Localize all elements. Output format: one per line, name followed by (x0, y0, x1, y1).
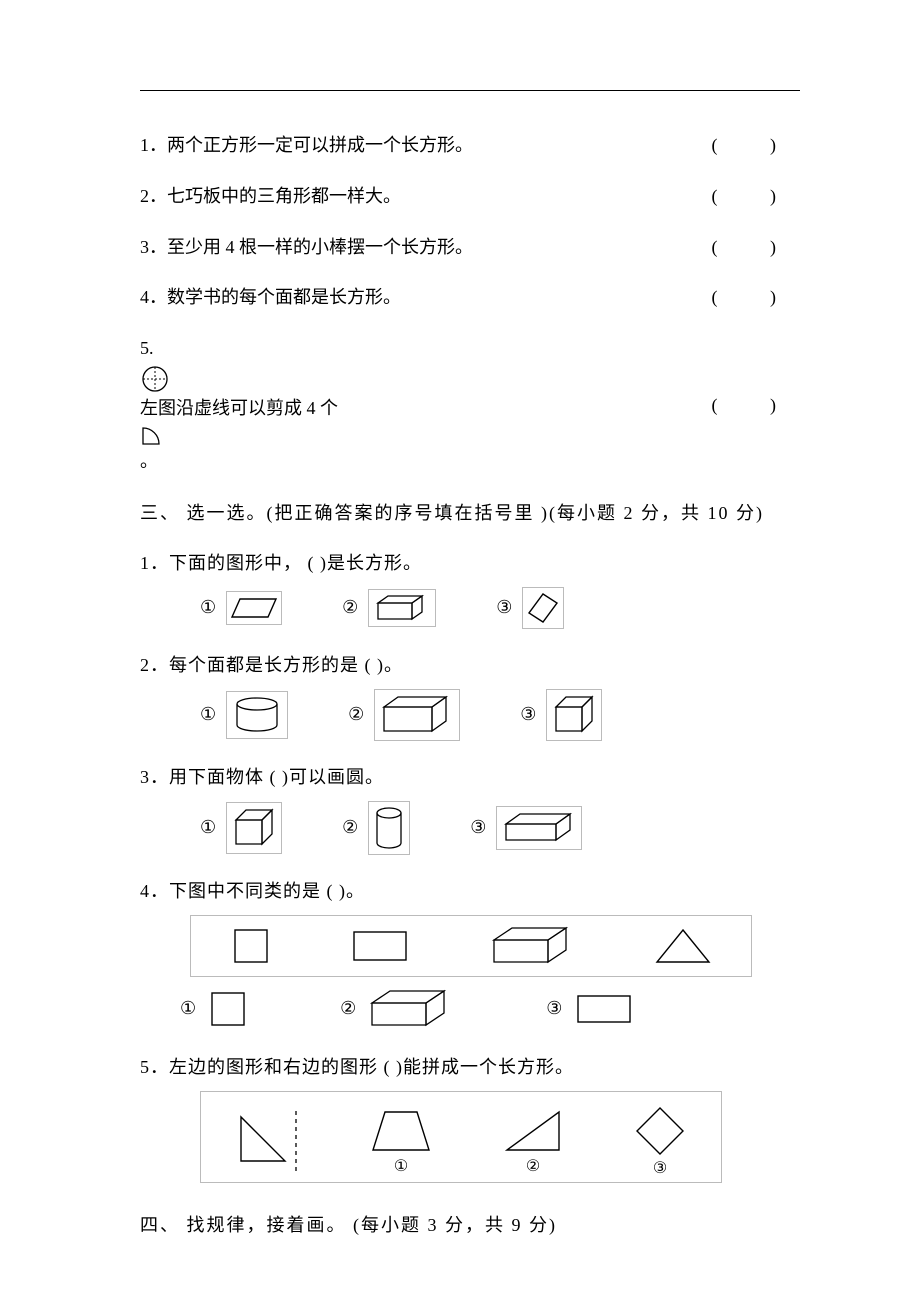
diamond-icon (522, 587, 564, 629)
q3-4-opt1: ① (180, 987, 250, 1031)
q3-3-opts: ① ② ③ (200, 801, 800, 855)
tf-text: 4．数学书的每个面都是长方形。 (140, 283, 401, 312)
circled-1: ① (200, 597, 216, 618)
q3-2-opt1: ① (200, 691, 288, 739)
top-rule (140, 90, 800, 91)
q3-3-opt1: ① (200, 802, 282, 854)
tf-item-4: 4．数学书的每个面都是长方形。 ( ) (140, 283, 800, 312)
q3-1: 1．下面的图形中， ( )是长方形。 (140, 549, 800, 575)
q3-2-opt2: ② (348, 689, 460, 741)
cuboid-icon (374, 689, 460, 741)
cylinder-icon (226, 691, 288, 739)
rectangle-icon (348, 926, 412, 966)
section-3-head: 三、 选一选。(把正确答案的序号填在括号里 )(每小题 2 分，共 10 分) (140, 499, 800, 525)
rectangle-icon (572, 990, 636, 1028)
q3-3-opt2: ② (342, 801, 410, 855)
circled-3: ③ (496, 597, 512, 618)
paren: ( ) (712, 182, 801, 211)
tf-item-3: 3．至少用 4 根一样的小棒摆一个长方形。 ( ) (140, 233, 800, 262)
q3-4-opts: ① ② ③ (180, 987, 800, 1031)
cuboid-icon (368, 589, 436, 627)
tf-item-5: 5. 左图沿虚线可以剪成 4 个 。 ( ) (140, 334, 800, 477)
circled-1: ① (180, 998, 196, 1019)
circled-2: ② (342, 597, 358, 618)
rhombus-icon (633, 1104, 687, 1158)
q3-2-opts: ① ② ③ (200, 689, 800, 741)
paren: ( ) (712, 391, 801, 420)
q3-2-opt3: ③ (520, 689, 602, 741)
circled-1: ① (200, 704, 216, 725)
tf-text: 1．两个正方形一定可以拼成一个长方形。 (140, 131, 473, 160)
tf-item-2: 2．七巧板中的三角形都一样大。 ( ) (140, 182, 800, 211)
cylinder-icon (368, 801, 410, 855)
cube-icon (226, 802, 282, 854)
triangle-icon (653, 924, 713, 968)
q3-1-opts: ① ② ③ (200, 587, 800, 629)
trapezoid-icon (369, 1106, 433, 1156)
circled-3: ③ (653, 1158, 667, 1178)
cuboid-icon (488, 924, 578, 968)
section-4-head: 四、 找规律，接着画。 (每小题 3 分，共 9 分) (140, 1211, 800, 1237)
circled-2: ② (348, 704, 364, 725)
circled-1: ① (200, 817, 216, 838)
circled-3: ③ (470, 817, 486, 838)
q3-3-opt3: ③ (470, 806, 582, 850)
q3-1-opt3: ③ (496, 587, 564, 629)
q3-5: 5．左边的图形和右边的图形 ( )能拼成一个长方形。 (140, 1053, 800, 1079)
dashed-divider-icon (291, 1111, 301, 1171)
cube-icon (546, 689, 602, 741)
page: 1．两个正方形一定可以拼成一个长方形。 ( ) 2．七巧板中的三角形都一样大。 … (0, 0, 920, 1303)
square-icon (229, 924, 273, 968)
q3-1-opt1: ① (200, 591, 282, 625)
paren: ( ) (712, 283, 801, 312)
paren: ( ) (712, 131, 801, 160)
parallelogram-icon (226, 591, 282, 625)
q3-3: 3．用下面物体 ( )可以画圆。 (140, 763, 800, 789)
q3-4-topbox (190, 915, 752, 977)
circled-3: ③ (520, 704, 536, 725)
q3-4: 4．下图中不同类的是 ( )。 (140, 877, 800, 903)
tf-text: 2．七巧板中的三角形都一样大。 (140, 182, 401, 211)
tf-item-1: 1．两个正方形一定可以拼成一个长方形。 ( ) (140, 131, 800, 160)
circled-2: ② (526, 1156, 540, 1176)
flat-cuboid-icon (496, 806, 582, 850)
quarter-circle-icon (140, 425, 338, 447)
paren: ( ) (712, 233, 801, 262)
circled-3: ③ (546, 998, 562, 1019)
right-triangle-icon (235, 1111, 291, 1167)
circled-2: ② (340, 998, 356, 1019)
tf-text: 5. 左图沿虚线可以剪成 4 个 。 (140, 334, 338, 477)
cuboid-icon (366, 987, 456, 1031)
circled-1: ① (394, 1156, 408, 1176)
q3-5-box: ① ② ③ (200, 1091, 722, 1183)
q3-1-opt2: ② (342, 589, 436, 627)
circle-quarters-icon (140, 364, 338, 394)
tf-text: 3．至少用 4 根一样的小棒摆一个长方形。 (140, 233, 473, 262)
right-triangle-icon (501, 1106, 565, 1156)
q3-4-opt3: ③ (546, 990, 636, 1028)
square-icon (206, 987, 250, 1031)
circled-2: ② (342, 817, 358, 838)
q3-4-opt2: ② (340, 987, 456, 1031)
q3-2: 2．每个面都是长方形的是 ( )。 (140, 651, 800, 677)
